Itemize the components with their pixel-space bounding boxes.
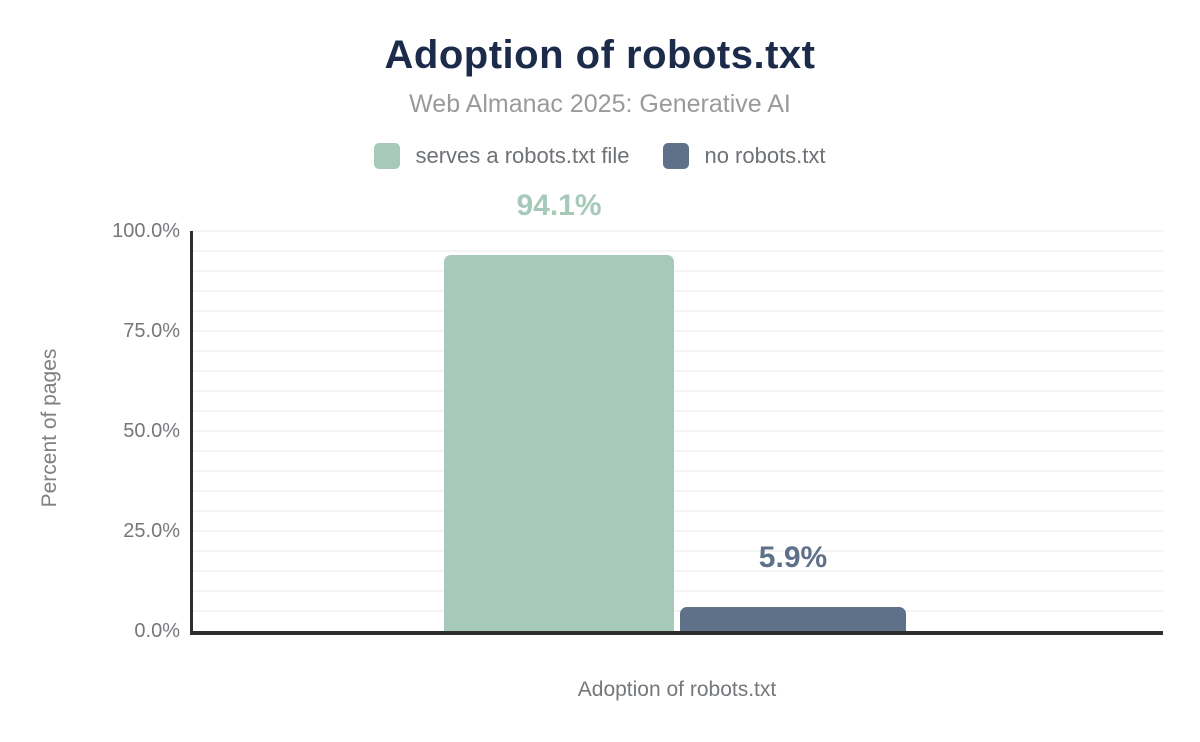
legend-item-serves-robots-txt[interactable]: serves a robots.txt file (374, 143, 629, 169)
gridline (191, 370, 1163, 372)
bar-no-robots-txt[interactable]: 5.9% (680, 541, 906, 631)
gridline (191, 270, 1163, 272)
gridline (191, 450, 1163, 452)
bar-value-label-no-robots-txt: 5.9% (758, 541, 828, 575)
gridline (191, 470, 1163, 472)
legend-swatch-blue-icon (663, 143, 690, 169)
x-axis-line (190, 631, 1163, 635)
chart-subtitle: Web Almanac 2025: Generative AI (409, 90, 791, 118)
gridline (191, 390, 1163, 392)
chart-title: Adoption of robots.txt (384, 33, 816, 77)
gridline (191, 610, 1163, 612)
gridline (191, 330, 1163, 332)
gridline (191, 410, 1163, 412)
gridline (191, 310, 1163, 312)
gridline (191, 230, 1163, 232)
y-tick-50: 50.0% (123, 420, 180, 442)
gridline (191, 490, 1163, 492)
legend-swatch-green-icon (374, 143, 401, 169)
gridline (191, 250, 1163, 252)
gridline (191, 550, 1163, 552)
gridline (191, 590, 1163, 592)
bar-value-label-serves-robots-txt: 94.1% (516, 188, 602, 222)
legend-label-serves-robots-txt: serves a robots.txt file (415, 143, 630, 168)
gridline (191, 530, 1163, 532)
plot-area: 94.1% 5.9% (191, 189, 1163, 631)
gridline (191, 290, 1163, 292)
legend-item-no-robots-txt[interactable]: no robots.txt (663, 143, 826, 169)
legend: serves a robots.txt file no robots.txt (0, 143, 1200, 169)
gridline (191, 430, 1163, 432)
gridline (191, 510, 1163, 512)
y-tick-100: 100.0% (112, 220, 180, 242)
gridline (191, 350, 1163, 352)
y-tick-25: 25.0% (123, 520, 180, 542)
legend-label-no-robots-txt: no robots.txt (704, 143, 826, 168)
y-tick-100: 0.0% (134, 620, 180, 642)
y-axis-line (190, 231, 193, 633)
bar-serves-robots-txt[interactable]: 94.1% (444, 189, 674, 631)
gridline (191, 570, 1163, 572)
x-axis-title: Adoption of robots.txt (577, 678, 777, 701)
y-tick-75: 75.0% (123, 320, 180, 342)
